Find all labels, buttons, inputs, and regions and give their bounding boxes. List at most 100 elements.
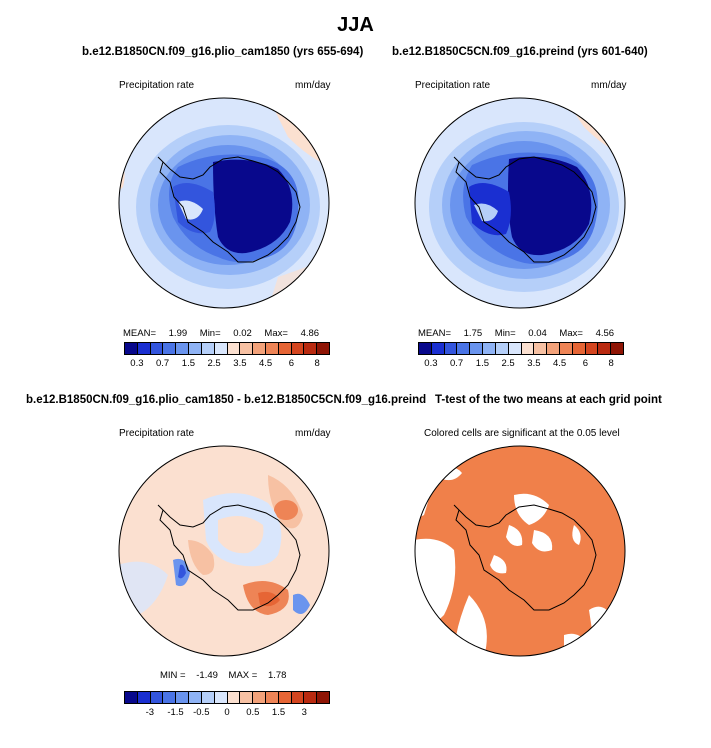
panel-1-tick: 0.3: [130, 358, 144, 369]
panel-1-colorbar-swatch: [163, 343, 177, 354]
panel-1-colorbar-swatch: [150, 343, 164, 354]
panel-2-tick: 0.3: [424, 358, 438, 369]
panel-3-tick: -3: [145, 707, 155, 718]
panel-3-title: b.e12.B1850CN.f09_g16.plio_cam1850 - b.e…: [26, 394, 427, 406]
panel-3-colorbar-swatch: [214, 692, 228, 703]
panel-1-colorbar-swatch: [291, 343, 305, 354]
panel-1-colorbar-swatch: [214, 343, 228, 354]
panel-2-tick: 0.7: [449, 358, 464, 369]
panel-4-significance-map: [414, 445, 626, 657]
panel-3-variable-label: Precipitation rate: [119, 428, 195, 439]
panel-2-colorbar: [418, 342, 624, 355]
panel-1-min-label: Min=: [199, 328, 221, 339]
panel-3-max-value: 1.78: [267, 670, 287, 681]
panel-3-units-label: mm/day: [295, 428, 331, 439]
panel-3-colorbar-swatch: [291, 692, 305, 703]
panel-3-tick: 3: [301, 707, 307, 718]
panel-2-tick: 2.5: [501, 358, 515, 369]
panel-3-colorbar-swatch: [189, 692, 202, 703]
panel-3-tick: 0: [224, 707, 230, 718]
figure-title: JJA: [337, 14, 374, 36]
panel-3-colorbar-swatch: [317, 692, 329, 703]
panel-1-tick: 0.7: [155, 358, 170, 369]
panel-2-mean-value: 1.75: [463, 328, 483, 339]
panel-3-tick: 1.5: [271, 707, 286, 718]
panel-1-colorbar-swatch: [240, 343, 254, 354]
panel-1-tick: 2.5: [207, 358, 221, 369]
panel-2-min-value: 0.04: [528, 328, 547, 339]
panel-3-colorbar-ticks: -3 -1.5 -0.5 0 0.5 1.5 3: [124, 707, 330, 719]
panel-2-colorbar-swatch: [585, 343, 599, 354]
panel-2-colorbar-swatch: [508, 343, 522, 354]
panel-1-colorbar-swatch: [176, 343, 190, 354]
panel-2-colorbar-swatch: [444, 343, 458, 354]
panel-2-mean-label: MEAN=: [418, 328, 451, 339]
panel-2-tick: 4.5: [552, 358, 567, 369]
panel-3-tick: -0.5: [193, 707, 210, 718]
panel-1-title: b.e12.B1850CN.f09_g16.plio_cam1850 (yrs …: [82, 46, 364, 58]
panel-1-tick: 8: [314, 358, 320, 369]
panel-1-colorbar-swatch: [317, 343, 329, 354]
panel-2-colorbar-swatch: [534, 343, 548, 354]
panel-3-colorbar-swatch: [137, 692, 151, 703]
panel-3-stats: MIN = -1.49 MAX = 1.78: [160, 670, 286, 681]
panel-3-colorbar: [124, 691, 330, 704]
panel-3-polar-map: [118, 445, 330, 657]
panel-2-tick: 1.5: [475, 358, 489, 369]
panel-1-units-label: mm/day: [295, 80, 331, 91]
panel-1-tick: 1.5: [181, 358, 195, 369]
panel-3-min-label: MIN =: [160, 670, 186, 681]
panel-1-colorbar-swatch: [125, 343, 138, 354]
panel-3-colorbar-swatch: [163, 692, 177, 703]
panel-3-tick: -1.5: [167, 707, 184, 718]
panel-4-subtitle: Colored cells are significant at the 0.0…: [424, 428, 620, 439]
panel-2-title: b.e12.B1850C5CN.f09_g16.preind (yrs 601-…: [392, 46, 648, 58]
panel-1-tick: 4.5: [258, 358, 273, 369]
panel-3-colorbar-swatch: [240, 692, 254, 703]
panel-1-colorbar: [124, 342, 330, 355]
panel-2-colorbar-swatch: [611, 343, 623, 354]
panel-3-colorbar-swatch: [125, 692, 138, 703]
panel-2-colorbar-swatch: [470, 343, 484, 354]
panel-4-title: T-test of the two means at each grid poi…: [435, 394, 662, 406]
panel-2-stats: MEAN= 1.75 Min= 0.04 Max= 4.56: [418, 328, 614, 339]
panel-2-max-value: 4.56: [595, 328, 615, 339]
panel-1-stats: MEAN= 1.99 Min= 0.02 Max= 4.86: [123, 328, 319, 339]
panel-2-colorbar-swatch: [483, 343, 496, 354]
panel-2-colorbar-swatch: [431, 343, 445, 354]
panel-1-max-label: Max=: [264, 328, 288, 339]
panel-1-tick: 6: [288, 358, 295, 369]
panel-2-colorbar-swatch: [559, 343, 573, 354]
panel-1-mean-label: MEAN=: [123, 328, 156, 339]
panel-1-colorbar-swatch: [304, 343, 318, 354]
panel-1-colorbar-swatch: [201, 343, 215, 354]
panel-1-polar-map: [118, 97, 330, 309]
panel-1-max-value: 4.86: [300, 328, 320, 339]
panel-1-colorbar-ticks: 0.3 0.7 1.5 2.5 3.5 4.5 6 8: [124, 358, 330, 370]
panel-3-colorbar-swatch: [201, 692, 215, 703]
panel-2-tick: 3.5: [527, 358, 541, 369]
panel-3-colorbar-swatch: [227, 692, 241, 703]
panel-3-colorbar-swatch: [278, 692, 292, 703]
panel-2-variable-label: Precipitation rate: [415, 80, 491, 91]
panel-1-tick: 3.5: [233, 358, 247, 369]
panel-1-colorbar-swatch: [278, 343, 292, 354]
panel-1-mean-value: 1.99: [168, 328, 188, 339]
panel-2-colorbar-ticks: 0.3 0.7 1.5 2.5 3.5 4.5 6 8: [418, 358, 624, 370]
panel-1-min-value: 0.02: [233, 328, 252, 339]
panel-2-colorbar-swatch: [572, 343, 586, 354]
panel-1-colorbar-swatch: [189, 343, 202, 354]
panel-3-colorbar-swatch: [265, 692, 279, 703]
panel-2-colorbar-swatch: [419, 343, 432, 354]
panel-2-colorbar-swatch: [547, 343, 560, 354]
panel-3-colorbar-swatch: [304, 692, 318, 703]
panel-1-colorbar-swatch: [265, 343, 279, 354]
panel-3-colorbar-swatch: [150, 692, 164, 703]
panel-3-colorbar-swatch: [176, 692, 190, 703]
panel-2-colorbar-swatch: [495, 343, 509, 354]
panel-2-tick: 8: [608, 358, 614, 369]
panel-2-colorbar-swatch: [521, 343, 535, 354]
panel-2-polar-map: [414, 97, 626, 309]
panel-3-min-value: -1.49: [196, 670, 218, 681]
panel-2-tick: 6: [582, 358, 589, 369]
